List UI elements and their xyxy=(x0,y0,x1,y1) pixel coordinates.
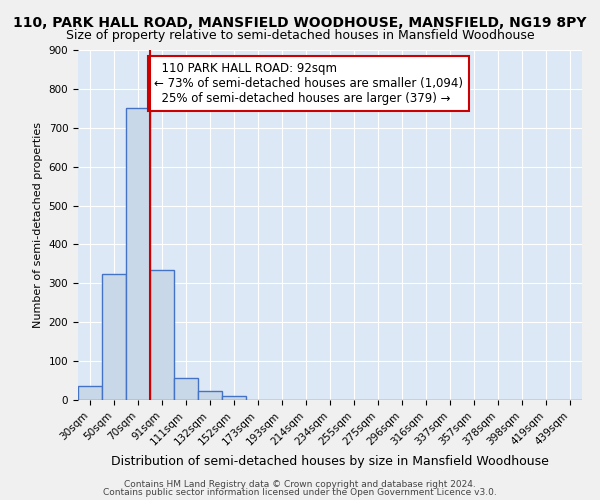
Bar xyxy=(198,392,222,400)
Text: Size of property relative to semi-detached houses in Mansfield Woodhouse: Size of property relative to semi-detach… xyxy=(65,29,535,42)
Text: 110, PARK HALL ROAD, MANSFIELD WOODHOUSE, MANSFIELD, NG19 8PY: 110, PARK HALL ROAD, MANSFIELD WOODHOUSE… xyxy=(13,16,587,30)
Bar xyxy=(174,378,198,400)
X-axis label: Distribution of semi-detached houses by size in Mansfield Woodhouse: Distribution of semi-detached houses by … xyxy=(111,455,549,468)
Text: 110 PARK HALL ROAD: 92sqm
← 73% of semi-detached houses are smaller (1,094)
  25: 110 PARK HALL ROAD: 92sqm ← 73% of semi-… xyxy=(154,62,463,104)
Bar xyxy=(222,396,246,400)
Bar xyxy=(102,274,126,400)
Text: Contains public sector information licensed under the Open Government Licence v3: Contains public sector information licen… xyxy=(103,488,497,497)
Bar xyxy=(78,386,102,400)
Y-axis label: Number of semi-detached properties: Number of semi-detached properties xyxy=(33,122,43,328)
Bar xyxy=(150,270,174,400)
Text: Contains HM Land Registry data © Crown copyright and database right 2024.: Contains HM Land Registry data © Crown c… xyxy=(124,480,476,489)
Bar xyxy=(126,108,150,400)
